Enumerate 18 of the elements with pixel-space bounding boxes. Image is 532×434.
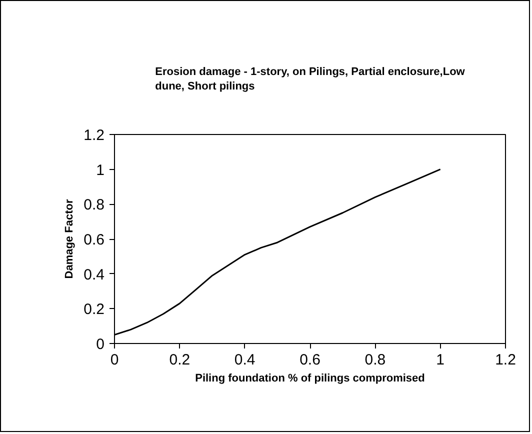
x-axis-title: Piling foundation % of pilings compromised (195, 372, 425, 384)
y-tick-label: 1.2 (84, 127, 105, 144)
x-tick-label: 0 (110, 352, 119, 368)
y-tick-label: 0.4 (84, 266, 105, 284)
x-tick-label: 0.8 (364, 352, 386, 368)
line-series (114, 168, 442, 336)
y-axis-title: Damage Factor (64, 198, 76, 279)
x-tick-label: 0.4 (234, 352, 256, 368)
y-tick-label: 0.6 (84, 232, 105, 248)
x-tick-label: 1 (436, 352, 445, 368)
x-tick-label: 0.6 (300, 352, 320, 368)
chart-title: Erosion damage - 1-story, on Pilings, Partial enclosure,Low dune, Short pilings (155, 66, 466, 92)
y-tick-label: 1 (96, 162, 104, 179)
y-tick-label: 0 (96, 336, 104, 353)
y-tick-label: 0.2 (84, 301, 105, 318)
x-tick-label: 1.2 (495, 352, 516, 368)
y-tick-label: 0.8 (84, 196, 105, 214)
x-tick-label: 0.2 (169, 352, 190, 368)
